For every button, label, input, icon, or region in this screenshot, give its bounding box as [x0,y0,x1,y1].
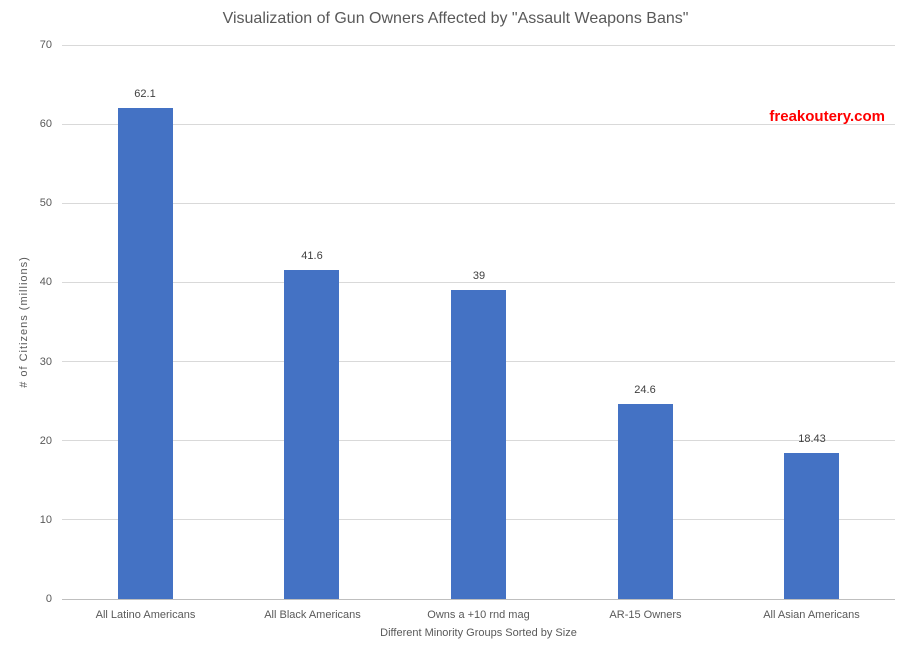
gridline [62,44,895,46]
bar [451,290,506,599]
x-axis-title: Different Minority Groups Sorted by Size [380,627,577,639]
watermark-link[interactable]: freakoutery.com [769,108,885,125]
gridline [62,123,895,125]
x-category-label: All Black Americans [264,609,361,621]
bar [118,108,173,599]
y-tick-label: 20 [39,434,52,447]
y-tick-label: 10 [39,513,52,526]
gridline [62,281,895,283]
gridline [62,202,895,204]
y-tick-label: 0 [45,593,52,605]
chart-title: Visualization of Gun Owners Affected by … [222,10,689,27]
bar-value-label: 18.43 [798,433,826,445]
x-category-label: Owns a +10 rnd mag [427,609,530,621]
bar-value-label: 62.1 [134,88,156,100]
y-tick-label: 50 [39,197,52,210]
x-category-label: All Latino Americans [95,609,196,621]
x-axis-line [62,598,895,600]
bar [618,404,673,599]
plot-area: 62.1 All Latino Americans 41.6 All Black Am… [62,44,895,621]
y-tick-label: 60 [39,118,52,131]
y-tick-label: 70 [39,39,52,51]
bar [784,453,839,599]
y-tick-label: 40 [39,276,52,289]
x-category-label: All Asian Americans [763,609,860,621]
bar-value-label: 24.6 [634,384,656,396]
x-category-label: AR-15 Owners [609,609,682,621]
bar-value-label: 39 [472,270,486,282]
y-tick-label: 30 [39,355,52,368]
bar [284,270,339,599]
bar-value-label: 41.6 [301,250,323,262]
